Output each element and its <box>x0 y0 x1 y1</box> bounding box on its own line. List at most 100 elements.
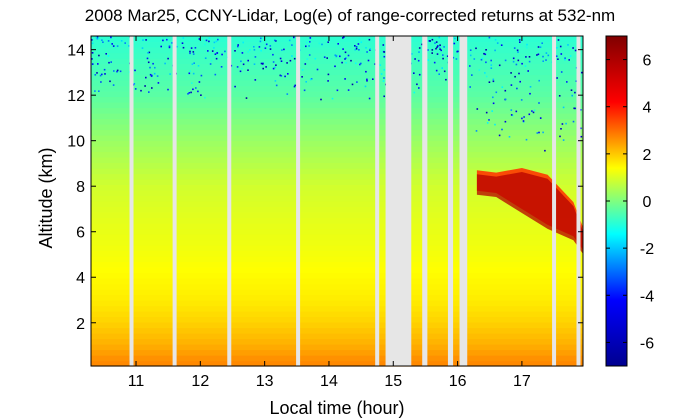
heatmap-band <box>91 316 583 323</box>
noise-point <box>561 123 564 125</box>
heatmap-band <box>91 195 583 202</box>
noise-point <box>145 39 147 41</box>
no-data-gap-thin <box>375 36 380 366</box>
noise-point <box>262 67 264 70</box>
noise-point <box>475 47 477 50</box>
noise-point <box>167 88 169 91</box>
noise-point <box>528 56 531 58</box>
noise-point <box>168 46 171 49</box>
noise-point <box>490 67 493 69</box>
noise-point <box>279 74 282 77</box>
noise-point <box>344 51 347 54</box>
noise-point <box>284 75 286 78</box>
noise-point <box>491 110 493 112</box>
no-data-gap-thin <box>227 36 232 366</box>
noise-point <box>213 47 215 49</box>
noise-point <box>258 46 261 48</box>
noise-point <box>97 63 99 65</box>
noise-point <box>527 70 529 72</box>
heatmap-band <box>91 344 583 351</box>
noise-point <box>207 50 209 52</box>
noise-point <box>418 73 421 76</box>
noise-point <box>304 63 307 65</box>
heatmap-band <box>91 140 583 147</box>
noise-point <box>581 71 583 74</box>
noise-point <box>341 61 343 64</box>
noise-point <box>518 72 520 75</box>
noise-point <box>190 91 192 94</box>
noise-point <box>498 134 501 137</box>
noise-point <box>303 89 306 92</box>
noise-point <box>537 46 540 48</box>
noise-point <box>134 88 137 90</box>
noise-point <box>544 149 546 152</box>
noise-point <box>241 67 243 70</box>
noise-point <box>205 39 208 42</box>
noise-speckle <box>91 36 583 152</box>
noise-point <box>560 128 562 130</box>
noise-point <box>103 68 106 71</box>
noise-point <box>275 64 277 66</box>
noise-point <box>469 49 472 51</box>
noise-point <box>573 107 575 110</box>
noise-point <box>124 42 126 44</box>
noise-point <box>372 78 374 80</box>
noise-point <box>189 50 191 53</box>
noise-point <box>160 45 162 48</box>
noise-point <box>107 55 110 57</box>
noise-point <box>187 93 189 95</box>
noise-point <box>220 66 223 68</box>
noise-point <box>538 102 540 104</box>
noise-point <box>347 54 350 57</box>
noise-point <box>516 49 519 52</box>
heatmap-band <box>91 217 583 224</box>
y-tick-label: 6 <box>76 225 85 242</box>
noise-point <box>269 48 272 50</box>
noise-point <box>208 37 211 40</box>
noise-point <box>191 63 194 65</box>
noise-point <box>253 49 256 51</box>
heatmap-band <box>91 190 583 197</box>
noise-point <box>274 66 276 69</box>
noise-point <box>519 80 521 83</box>
heatmap-band <box>91 179 583 186</box>
noise-point <box>521 117 523 120</box>
noise-point <box>383 55 386 58</box>
noise-point <box>215 40 218 43</box>
noise-point <box>91 52 94 54</box>
noise-point <box>542 60 544 62</box>
heatmap-band <box>91 212 583 219</box>
noise-point <box>147 61 150 64</box>
noise-point <box>528 113 531 116</box>
noise-point <box>110 61 112 63</box>
noise-point <box>215 57 218 60</box>
noise-point <box>485 111 488 114</box>
noise-point <box>309 37 312 39</box>
heatmap-band <box>91 250 583 257</box>
noise-point <box>495 91 498 94</box>
y-tick-label: 12 <box>67 88 85 105</box>
noise-point <box>490 59 492 62</box>
noise-point <box>356 81 358 83</box>
noise-point <box>570 89 573 91</box>
noise-point <box>109 80 111 83</box>
x-axis-ticks: 11 12 13 14 15 16 17 <box>128 36 531 390</box>
noise-point <box>533 109 536 112</box>
noise-point <box>416 83 418 86</box>
heatmap-band <box>91 69 583 76</box>
noise-point <box>217 38 219 41</box>
noise-point <box>116 70 118 73</box>
heatmap-band <box>91 107 583 114</box>
y-tick-label: 14 <box>67 43 85 60</box>
noise-point <box>114 46 116 49</box>
noise-point <box>501 128 503 131</box>
noise-point <box>287 73 289 75</box>
noise-point <box>269 45 272 47</box>
no-data-gap-thin <box>129 36 134 366</box>
noise-point <box>413 91 416 94</box>
noise-point <box>286 62 288 64</box>
noise-point <box>101 73 103 76</box>
noise-point <box>355 62 357 65</box>
y-tick-label: 2 <box>76 316 85 333</box>
noise-point <box>538 131 540 134</box>
